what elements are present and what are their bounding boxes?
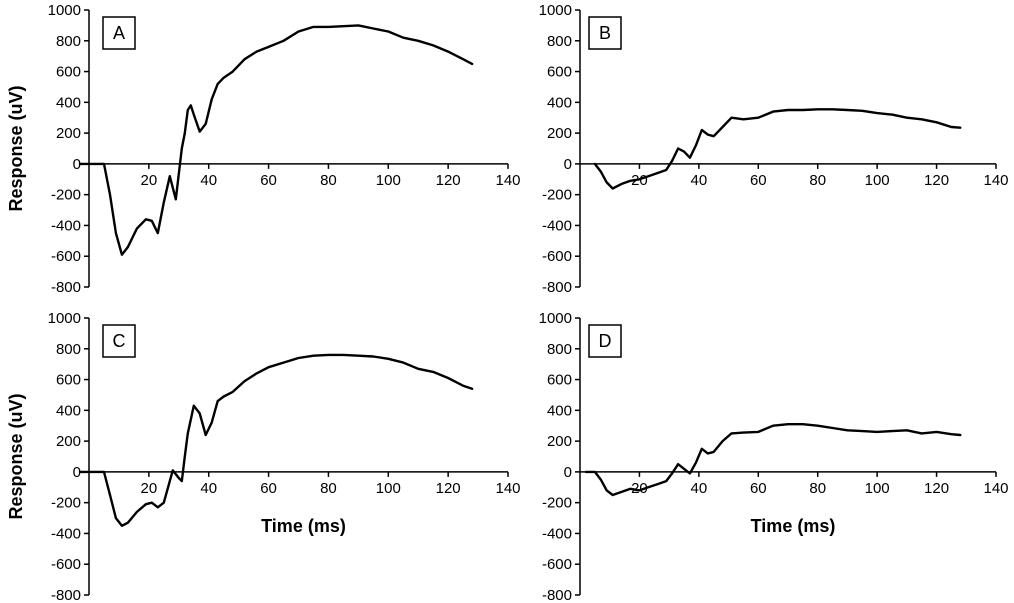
y-tick-label: 400 [56,94,81,111]
x-tick-label: 20 [141,172,158,189]
panel-a: -800 -600 -400 -200 0 200 400 600 800 1000 20 40 60 8… [6,2,521,296]
x-tick-label: 120 [924,172,949,189]
y-tick-label: 200 [56,433,81,450]
panel-label: D [599,331,612,351]
y-tick-label: 1000 [539,310,572,327]
y-tick-label: 600 [56,64,81,81]
x-tick-label: 120 [436,172,461,189]
y-tick-label: 600 [547,372,572,389]
y-axis-title: Response (uV) [6,85,26,211]
y-tick-label: -200 [542,495,572,512]
x-tick-label: 40 [691,172,708,189]
y-tick-label: -600 [542,556,572,573]
y-tick-label: 400 [547,402,572,419]
x-tick-label: 20 [631,480,648,497]
y-tick-label: -800 [51,587,81,603]
response-trace-b [593,108,962,190]
y-tick-label: -800 [51,279,81,296]
y-tick-label: 1000 [48,310,81,327]
x-tick-label: 60 [750,172,767,189]
x-tick-label: 100 [376,480,401,497]
y-tick-label: -200 [51,495,81,512]
y-tick-label: 1000 [539,2,572,19]
y-tick-label: 200 [547,125,572,142]
y-tick-label: -400 [542,217,572,234]
panel-label-box [102,16,136,50]
y-tick-label: 200 [547,433,572,450]
x-tick-label: 40 [200,172,217,189]
response-trace-c [78,353,474,527]
y-tick-label: -600 [542,248,572,265]
x-axis-title: Time (ms) [751,516,836,536]
y-axis-title: Response (uV) [6,393,26,519]
panel-label-box [588,16,622,50]
y-tick-label: 400 [547,94,572,111]
x-tick-label: 80 [809,480,826,497]
response-trace-d [584,423,962,497]
x-tick-label: 40 [691,480,708,497]
y-tick-label: 0 [73,156,81,173]
y-tick-label: -800 [542,279,572,296]
y-tick-label: 200 [56,125,81,142]
x-tick-label: 80 [320,172,337,189]
x-tick-label: 120 [436,480,461,497]
panel-label: A [113,23,125,43]
x-tick-label: 140 [983,480,1008,497]
x-tick-label: 60 [260,172,277,189]
x-tick-label: 100 [865,172,890,189]
panel-c: -800 -600 -400 -200 0 200 400 600 800 1000 20 40 60 8… [6,310,521,603]
x-tick-label: 80 [320,480,337,497]
x-tick-label: 40 [200,480,217,497]
x-tick-label: 120 [924,480,949,497]
y-tick-label: -400 [542,525,572,542]
y-tick-label: 0 [564,464,572,481]
panel-label-box [588,324,622,358]
panel-label: B [599,23,611,43]
panel-label-box [102,324,136,358]
x-axis-title: Time (ms) [261,516,346,536]
y-tick-label: -400 [51,217,81,234]
panel-label: C [113,331,126,351]
y-tick-label: 0 [564,156,572,173]
y-tick-label: 800 [547,33,572,50]
response-trace-a [78,24,474,256]
y-tick-label: -400 [51,525,81,542]
y-tick-label: 600 [547,64,572,81]
x-tick-label: 100 [376,172,401,189]
y-tick-label: 800 [56,341,81,358]
x-tick-label: 140 [495,172,520,189]
y-tick-label: 400 [56,402,81,419]
x-tick-label: 60 [260,480,277,497]
panel-d: -800 -600 -400 -200 0 200 400 600 800 1000 20 40 60 8… [539,310,1009,603]
y-tick-label: 800 [56,33,81,50]
y-tick-label: -200 [51,187,81,204]
y-tick-label: 1000 [48,2,81,19]
y-tick-label: -600 [51,556,81,573]
x-tick-label: 20 [141,480,158,497]
x-tick-label: 140 [495,480,520,497]
y-tick-label: -200 [542,187,572,204]
y-tick-label: 800 [547,341,572,358]
x-tick-label: 60 [750,480,767,497]
y-tick-label: 600 [56,372,81,389]
y-tick-label: -600 [51,248,81,265]
x-tick-label: 100 [865,480,890,497]
x-tick-label: 80 [809,172,826,189]
y-tick-label: 0 [73,464,81,481]
y-tick-label: -800 [542,587,572,603]
x-tick-label: 140 [983,172,1008,189]
